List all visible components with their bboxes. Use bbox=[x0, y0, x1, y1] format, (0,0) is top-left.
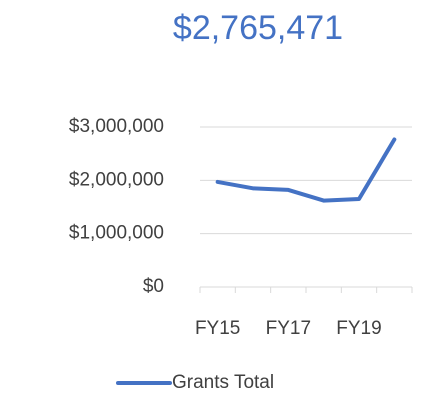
x-tick-label: FY15 bbox=[195, 318, 240, 339]
y-tick-label: $1,000,000 bbox=[69, 223, 164, 244]
y-tick-label: $3,000,000 bbox=[69, 116, 164, 137]
legend-label: Grants Total bbox=[172, 372, 274, 393]
y-tick-label: $2,000,000 bbox=[69, 169, 164, 190]
y-tick-label: $0 bbox=[143, 276, 164, 297]
line-series bbox=[215, 137, 397, 203]
chart-title: $2,765,471 bbox=[173, 9, 343, 47]
x-tick-label: FY19 bbox=[336, 318, 381, 339]
x-tick-label: FY17 bbox=[266, 318, 311, 339]
